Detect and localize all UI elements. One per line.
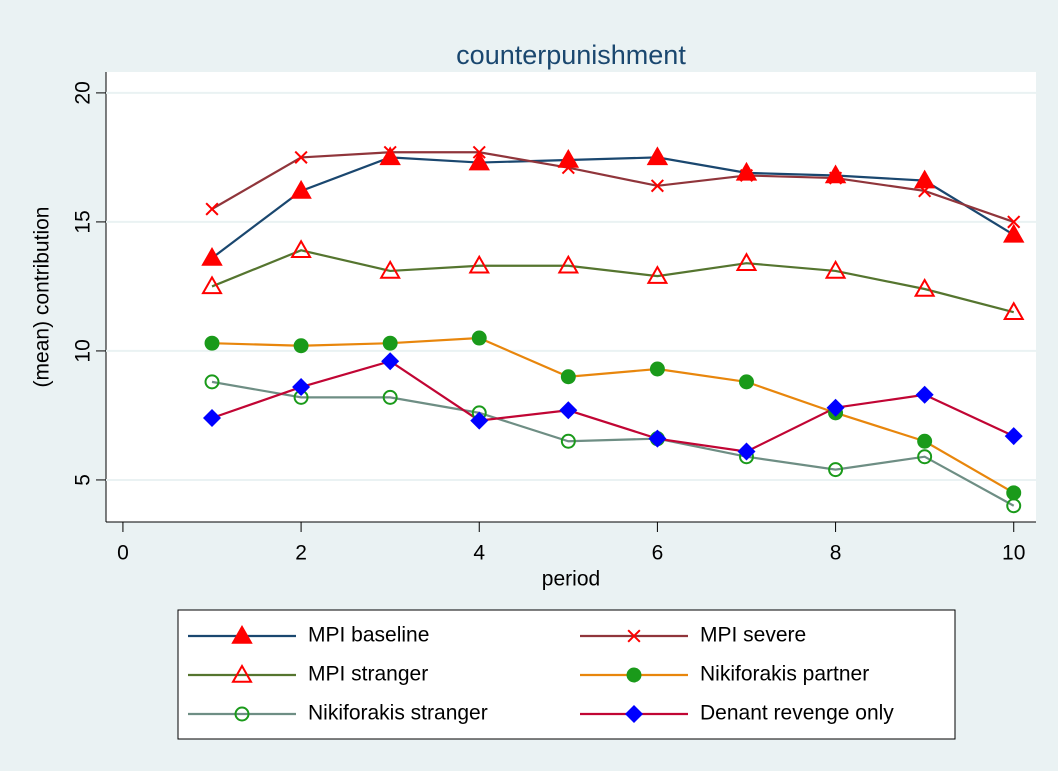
marker bbox=[560, 369, 576, 385]
marker bbox=[472, 145, 486, 159]
marker bbox=[627, 629, 641, 643]
marker bbox=[917, 433, 933, 449]
marker bbox=[293, 338, 309, 354]
marker bbox=[1003, 223, 1025, 243]
legend-box bbox=[177, 609, 956, 740]
legend-label: Denant revenge only bbox=[700, 702, 894, 725]
series-line bbox=[211, 151, 1015, 223]
marker bbox=[231, 624, 253, 644]
marker bbox=[1004, 427, 1023, 446]
marker bbox=[201, 275, 223, 295]
series-line bbox=[211, 360, 1015, 453]
marker bbox=[379, 259, 401, 279]
marker bbox=[735, 252, 758, 271]
marker bbox=[650, 179, 664, 193]
marker bbox=[561, 161, 575, 175]
marker bbox=[918, 184, 932, 198]
series-line bbox=[211, 336, 1015, 494]
marker bbox=[826, 398, 845, 417]
series-line bbox=[211, 156, 1015, 259]
chart-title: counterpunishment bbox=[456, 40, 686, 70]
marker bbox=[648, 429, 667, 448]
x-tick-label: 8 bbox=[830, 542, 842, 565]
marker bbox=[292, 378, 311, 397]
marker bbox=[560, 433, 576, 449]
x-tick-label: 0 bbox=[117, 542, 129, 565]
y-tick-label: 15 bbox=[72, 210, 95, 233]
marker bbox=[649, 361, 665, 377]
marker bbox=[1006, 498, 1022, 514]
x-tick-label: 4 bbox=[473, 542, 485, 565]
marker bbox=[471, 330, 487, 346]
marker bbox=[824, 259, 847, 279]
y-axis-label: (mean) contribution bbox=[31, 207, 54, 388]
marker bbox=[382, 389, 398, 405]
marker bbox=[470, 411, 489, 430]
x-tick-label: 2 bbox=[295, 542, 307, 565]
marker bbox=[646, 146, 669, 166]
series-line bbox=[211, 380, 1015, 507]
marker bbox=[915, 385, 934, 404]
x-tick-label: 10 bbox=[1002, 542, 1025, 565]
marker bbox=[913, 277, 936, 297]
marker bbox=[829, 171, 843, 185]
y-tick-label: 10 bbox=[72, 339, 95, 362]
legend-label: MPI stranger bbox=[308, 663, 428, 686]
marker bbox=[737, 442, 756, 461]
x-tick-label: 6 bbox=[652, 542, 664, 565]
marker bbox=[739, 374, 754, 390]
legend-label: Nikiforakis partner bbox=[700, 663, 869, 686]
marker bbox=[234, 706, 250, 722]
marker bbox=[625, 705, 643, 723]
marker bbox=[290, 179, 312, 199]
marker bbox=[828, 462, 844, 478]
plot-area bbox=[106, 72, 1036, 522]
marker bbox=[382, 335, 398, 351]
marker bbox=[468, 254, 490, 274]
marker bbox=[917, 449, 933, 465]
marker bbox=[294, 150, 308, 164]
marker bbox=[204, 374, 220, 390]
marker bbox=[646, 265, 669, 284]
marker bbox=[1003, 301, 1025, 320]
marker bbox=[1007, 215, 1021, 229]
marker bbox=[383, 145, 397, 159]
marker bbox=[231, 663, 253, 683]
x-axis-label: period bbox=[542, 568, 600, 591]
marker bbox=[626, 667, 642, 683]
y-tick-label: 20 bbox=[72, 81, 95, 104]
marker bbox=[290, 239, 312, 259]
marker bbox=[203, 409, 222, 428]
series-line bbox=[211, 249, 1015, 314]
legend-label: Nikiforakis stranger bbox=[308, 702, 488, 725]
legend-label: MPI baseline bbox=[308, 624, 429, 647]
marker bbox=[559, 401, 578, 420]
marker bbox=[1006, 485, 1022, 501]
y-tick-label: 5 bbox=[72, 474, 95, 486]
marker bbox=[739, 168, 754, 183]
marker bbox=[204, 335, 220, 351]
marker bbox=[201, 247, 223, 266]
marker bbox=[913, 169, 936, 189]
marker bbox=[381, 352, 400, 371]
marker bbox=[205, 202, 219, 216]
legend-label: MPI severe bbox=[700, 624, 806, 647]
marker bbox=[468, 151, 490, 171]
marker bbox=[557, 254, 580, 274]
